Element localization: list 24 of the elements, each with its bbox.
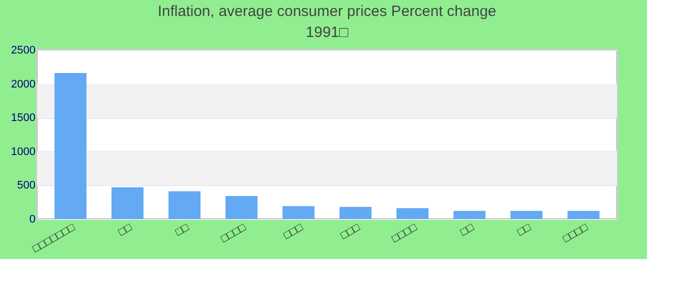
bar — [510, 210, 542, 219]
bar — [340, 206, 372, 219]
bar — [168, 191, 200, 219]
y-tick-label: 500 — [17, 180, 36, 192]
chart-title: Inflation, average consumer prices Percent change — [158, 3, 496, 20]
bar — [454, 210, 486, 219]
bar — [282, 206, 314, 219]
x-tick-label: □□□ — [338, 221, 362, 242]
x-tick-label: □□ — [515, 221, 534, 239]
y-tick-label: 1000 — [11, 146, 36, 158]
x-tick-label: □□ — [458, 221, 476, 239]
bar — [568, 210, 600, 219]
bar — [396, 208, 428, 219]
y-tick-label: 2500 — [11, 44, 36, 56]
y-tick-label: 2000 — [11, 78, 36, 90]
x-tick-label: □□ — [173, 221, 192, 239]
y-tick-label: 1500 — [11, 112, 36, 124]
y-tick-label: 0 — [29, 214, 36, 226]
x-tick-label: □□□ — [282, 221, 306, 242]
bar — [226, 196, 258, 219]
x-tick-label: □□ — [116, 221, 134, 239]
bar — [112, 187, 144, 219]
bar — [54, 72, 86, 219]
chart-subtitle: 1991□ — [306, 24, 350, 41]
